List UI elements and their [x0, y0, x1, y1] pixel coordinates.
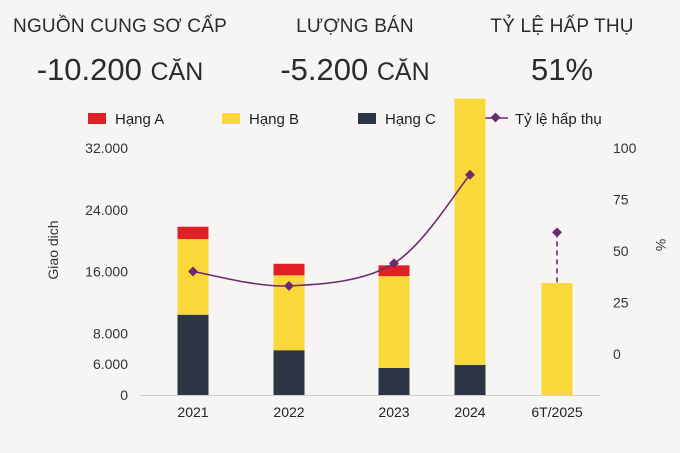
kpi-supply-value: -10.200 CĂN — [10, 52, 230, 88]
y-right-tick-label: 0 — [613, 346, 621, 362]
absorption-rate-point — [552, 227, 562, 238]
legend-label-line: Tỷ lệ hấp thụ — [515, 111, 602, 128]
x-tick-label: 2023 — [378, 404, 409, 420]
y-left-tick-label: 0 — [120, 387, 128, 403]
y-right-tick-label: 50 — [613, 243, 629, 259]
kpi-sales-unit: CĂN — [376, 58, 430, 86]
x-tick-label: 2022 — [273, 404, 304, 420]
kpi-absorption: TỶ LỆ HẤP THỤ 51% — [478, 16, 646, 88]
bar-segment-hạng-a — [273, 263, 305, 276]
kpi-sales-number: -5.200 — [280, 52, 369, 87]
legend-label-1: Hạng B — [249, 111, 299, 128]
absorption-rate-point — [389, 258, 399, 269]
bar-segment-hạng-c — [378, 367, 410, 395]
y-left-axis-label: Giao dich — [45, 220, 61, 279]
bar-segment-hạng-c — [273, 350, 305, 395]
kpi-sales-value: -5.200 CĂN — [262, 52, 448, 88]
legend-diamond-marker — [490, 112, 501, 123]
kpi-supply-unit: CĂN — [150, 58, 204, 86]
x-tick-label: 2024 — [454, 404, 485, 420]
kpi-absorption-label: TỶ LỆ HẤP THỤ — [490, 16, 634, 37]
y-right-tick-label: 25 — [613, 294, 629, 310]
absorption-rate-line — [192, 174, 471, 287]
bar-segment-hạng-c — [177, 314, 209, 395]
absorption-rate-point — [465, 169, 475, 180]
kpi-sales: LƯỢNG BÁN -5.200 CĂN — [262, 16, 448, 88]
bar-segment-hạng-b — [177, 239, 209, 315]
legend-swatch-0 — [88, 113, 106, 124]
x-tick-label: 2021 — [177, 404, 208, 420]
kpi-supply-label: NGUỒN CUNG SƠ CẤP — [13, 16, 227, 37]
x-tick-label: 6T/2025 — [531, 404, 583, 420]
legend-swatch-1 — [222, 113, 240, 124]
absorption-rate-point — [188, 266, 198, 277]
absorption-rate-point — [284, 280, 294, 291]
y-left-tick-label: 16.000 — [85, 264, 128, 280]
kpi-absorption-value: 51% — [478, 52, 646, 88]
y-right-tick-label: 75 — [613, 191, 629, 207]
kpi-sales-label: LƯỢNG BÁN — [296, 16, 414, 37]
y-left-tick-label: 6.000 — [93, 356, 128, 372]
y-left-tick-label: 8.000 — [93, 325, 128, 341]
y-left-tick-label: 32.000 — [85, 140, 128, 156]
y-left-tick-label: 24.000 — [85, 202, 128, 218]
bar-segment-hạng-b — [541, 283, 573, 395]
legend-swatch-2 — [358, 113, 376, 124]
y-right-axis-label: % — [653, 239, 669, 251]
kpi-absorption-number: 51% — [530, 52, 594, 87]
legend-label-2: Hạng C — [385, 111, 436, 128]
bar-segment-hạng-c — [454, 364, 486, 395]
legend-label-0: Hạng A — [115, 111, 164, 128]
kpi-supply-number: -10.200 — [36, 52, 142, 87]
y-right-tick-label: 100 — [613, 140, 637, 156]
bar-segment-hạng-b — [378, 276, 410, 368]
bar-segment-hạng-b — [454, 98, 486, 365]
bar-segment-hạng-a — [177, 226, 209, 240]
kpi-supply: NGUỒN CUNG SƠ CẤP -10.200 CĂN — [10, 16, 230, 88]
bar-segment-hạng-a — [378, 265, 410, 277]
